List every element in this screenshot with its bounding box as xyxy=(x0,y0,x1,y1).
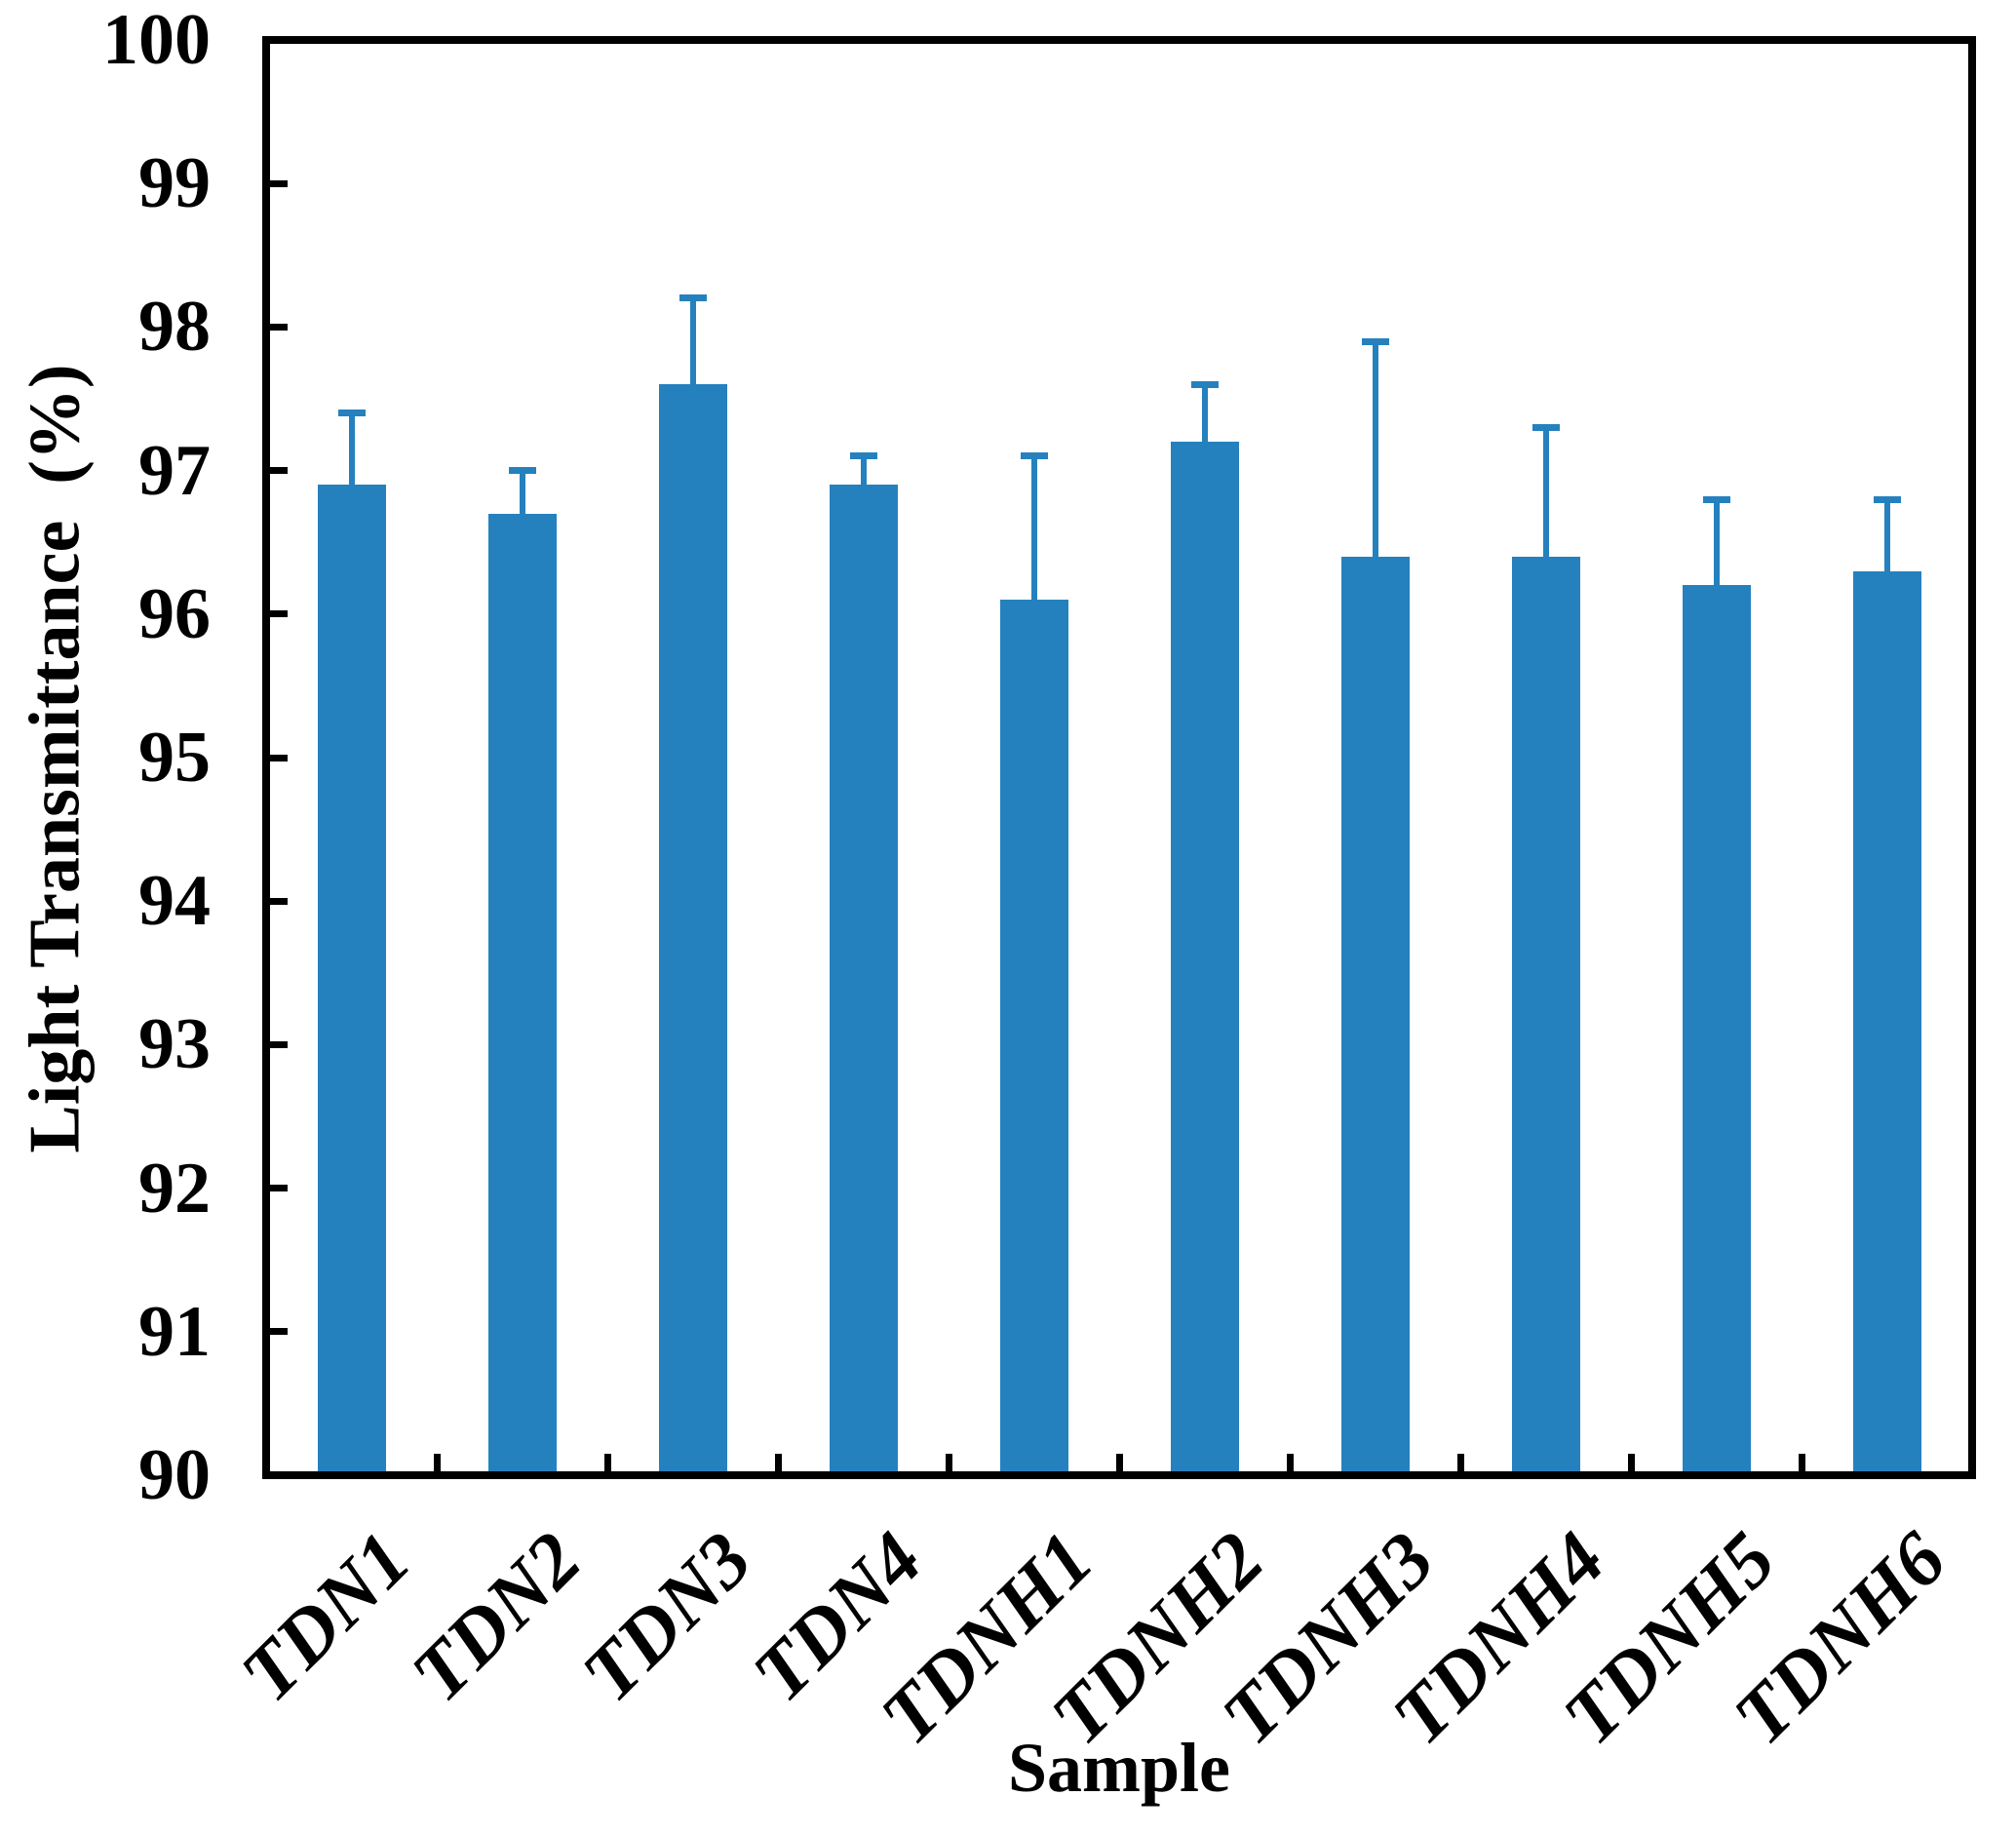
bar xyxy=(658,384,727,1475)
y-tick xyxy=(270,1471,288,1479)
x-tick xyxy=(1627,1454,1635,1471)
y-tick-label: 96 xyxy=(138,573,211,654)
x-tick xyxy=(774,1454,782,1471)
error-bar-stem xyxy=(1542,427,1549,557)
y-tick-label: 90 xyxy=(138,1435,211,1515)
y-tick xyxy=(270,36,288,44)
x-tick xyxy=(1456,1454,1464,1471)
y-tick-label: 98 xyxy=(138,287,211,368)
x-tick xyxy=(1798,1454,1805,1471)
y-tick-label: 97 xyxy=(138,430,211,511)
error-bar-cap xyxy=(1531,423,1560,431)
error-bar-cap xyxy=(1873,495,1901,503)
bar xyxy=(829,485,898,1475)
y-tick xyxy=(270,467,288,475)
error-bar-cap xyxy=(678,294,707,302)
error-bar-stem xyxy=(1201,384,1208,443)
error-bar-stem xyxy=(1883,499,1890,571)
x-tick xyxy=(603,1454,611,1471)
error-bar-cap xyxy=(1361,337,1389,345)
plot-frame xyxy=(262,36,1976,1479)
x-axis-title: Sample xyxy=(1007,1729,1231,1807)
bar xyxy=(1511,556,1580,1475)
y-tick xyxy=(270,610,288,618)
y-tick xyxy=(270,323,288,331)
bar xyxy=(1170,442,1239,1475)
error-bar-cap xyxy=(337,410,366,417)
x-tick xyxy=(1115,1454,1123,1471)
error-bar-cap xyxy=(1702,495,1730,503)
bar xyxy=(487,513,557,1475)
bar xyxy=(999,600,1068,1475)
y-tick-label: 93 xyxy=(138,1004,211,1085)
bar xyxy=(1852,570,1921,1475)
error-bar-stem xyxy=(860,455,867,486)
error-bar-stem xyxy=(1713,499,1720,586)
y-tick-label: 91 xyxy=(138,1291,211,1372)
error-bar-stem xyxy=(689,297,696,385)
error-bar-cap xyxy=(849,452,877,460)
y-tick-label: 92 xyxy=(138,1148,211,1229)
error-bar-cap xyxy=(1020,452,1048,460)
x-tick xyxy=(1286,1454,1294,1471)
error-bar-cap xyxy=(508,467,536,475)
y-tick-label: 99 xyxy=(138,143,211,224)
y-axis-title: Light Transmittance (%) xyxy=(15,364,96,1153)
x-tick-label: TDN1 xyxy=(225,1516,427,1718)
error-bar-stem xyxy=(348,412,355,486)
y-tick xyxy=(270,1328,288,1336)
error-bar-cap xyxy=(1190,380,1219,388)
y-tick-label: 100 xyxy=(102,0,211,80)
bar xyxy=(1340,556,1410,1475)
y-tick-label: 95 xyxy=(138,718,211,798)
x-tick xyxy=(945,1454,952,1471)
x-tick-label: TDN3 xyxy=(566,1516,768,1718)
x-tick-label: TDN2 xyxy=(396,1516,598,1718)
y-tick xyxy=(270,897,288,905)
y-tick xyxy=(270,179,288,187)
y-tick xyxy=(270,1040,288,1048)
error-bar-stem xyxy=(519,470,525,514)
error-bar-stem xyxy=(1030,455,1037,601)
y-tick xyxy=(270,1185,288,1192)
bar xyxy=(317,485,386,1475)
error-bar-stem xyxy=(1372,341,1378,557)
y-tick xyxy=(270,754,288,761)
x-tick xyxy=(433,1454,441,1471)
bar xyxy=(1682,585,1751,1475)
y-tick-label: 94 xyxy=(138,861,211,942)
